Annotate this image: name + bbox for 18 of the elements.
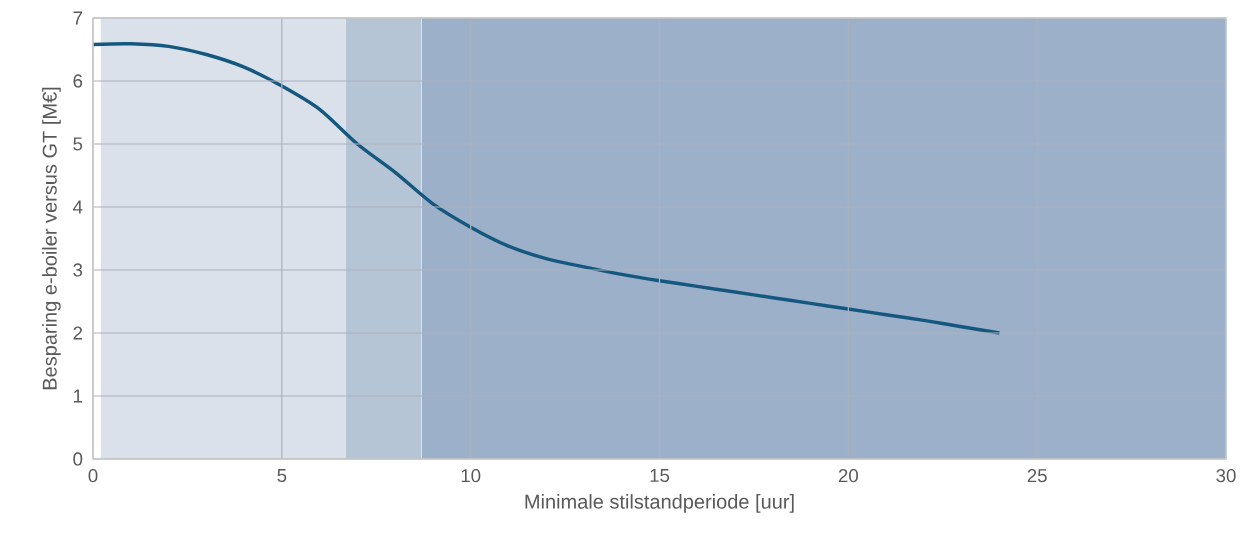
y-tick-label: 2 — [73, 326, 83, 340]
y-tick-label: 0 — [73, 452, 83, 466]
x-tick-label: 30 — [1216, 469, 1236, 483]
y-tick-label: 4 — [73, 200, 83, 214]
y-tick-label: 1 — [74, 389, 83, 403]
line-series — [93, 42, 1002, 335]
x-tick-label: 20 — [838, 469, 858, 483]
x-tick-label: 10 — [461, 469, 481, 483]
y-tick-label: 7 — [73, 11, 83, 25]
x-tick-label: 15 — [650, 469, 670, 483]
y-tick-label: 3 — [73, 263, 83, 277]
x-tick-label: 0 — [88, 469, 98, 483]
x-tick-label: 5 — [277, 469, 287, 483]
x-axis-title: Minimale stilstandperiode [uur] — [525, 494, 794, 513]
y-axis-title: Besparing e-boiler versus GT [M€] — [42, 87, 61, 390]
y-tick-label: 6 — [73, 74, 83, 88]
y-tick-label: 5 — [73, 137, 83, 151]
x-tick-label: 25 — [1027, 469, 1047, 483]
